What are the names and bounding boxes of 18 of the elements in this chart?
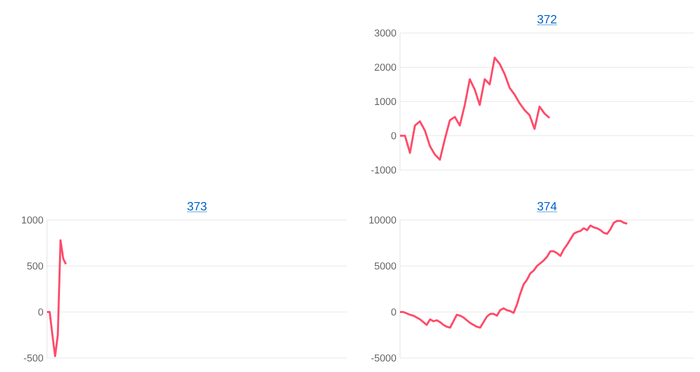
chart-title: 373	[187, 202, 206, 210]
y-tick-label: -1000	[371, 166, 396, 174]
y-tick-label: 3000	[374, 29, 396, 37]
y-tick-label: 0	[38, 308, 44, 316]
y-tick-label: 500	[27, 262, 44, 270]
y-tick-label: 1000	[22, 216, 44, 224]
chart-title: 374	[537, 202, 557, 210]
y-tick-label: -500	[24, 354, 44, 362]
y-tick-label: 0	[391, 132, 396, 140]
y-tick-label: 10000	[369, 216, 396, 224]
y-tick-label: -5000	[371, 354, 396, 362]
line-series	[399, 56, 550, 161]
chart-title: 372	[537, 14, 556, 24]
line-series	[46, 239, 67, 358]
y-tick-label: 5000	[374, 262, 396, 270]
y-tick-label: 1000	[374, 98, 396, 106]
y-tick-label: 0	[391, 308, 396, 316]
y-tick-label: 2000	[374, 64, 396, 71]
